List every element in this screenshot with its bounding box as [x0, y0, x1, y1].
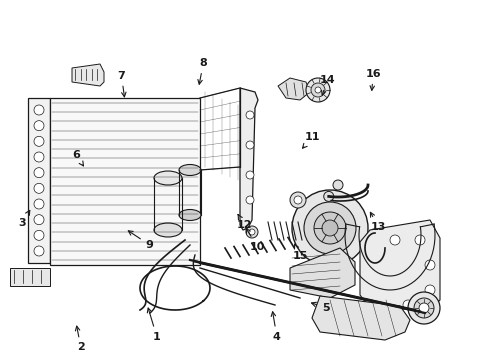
Bar [28, 98, 50, 263]
Text: 4: 4 [271, 312, 281, 342]
Circle shape [249, 229, 255, 235]
Circle shape [306, 78, 330, 102]
Circle shape [246, 141, 254, 149]
Circle shape [246, 196, 254, 204]
Bar [50, 98, 200, 265]
Text: 16: 16 [366, 69, 381, 90]
Circle shape [304, 202, 356, 254]
Circle shape [246, 171, 254, 179]
Ellipse shape [154, 223, 182, 237]
Polygon shape [278, 78, 310, 100]
Text: 13: 13 [370, 212, 386, 232]
Circle shape [415, 235, 425, 245]
Circle shape [414, 298, 434, 318]
Circle shape [311, 83, 325, 97]
Text: 12: 12 [236, 215, 252, 230]
Circle shape [390, 235, 400, 245]
Circle shape [425, 260, 435, 270]
Ellipse shape [179, 165, 201, 175]
Circle shape [34, 199, 44, 209]
Text: 8: 8 [198, 58, 207, 84]
Circle shape [34, 168, 44, 178]
Bar [10, 268, 50, 286]
Circle shape [34, 230, 44, 240]
Circle shape [34, 152, 44, 162]
Polygon shape [240, 88, 258, 230]
Ellipse shape [154, 171, 182, 185]
Text: 14: 14 [319, 75, 335, 95]
Circle shape [322, 220, 338, 236]
Circle shape [34, 183, 44, 193]
Ellipse shape [179, 210, 201, 220]
Circle shape [314, 212, 346, 244]
Circle shape [324, 192, 334, 201]
Polygon shape [312, 296, 410, 340]
Polygon shape [72, 64, 104, 86]
Circle shape [246, 226, 258, 238]
Text: 1: 1 [147, 308, 161, 342]
Circle shape [292, 190, 368, 266]
Circle shape [246, 111, 254, 119]
Text: 15: 15 [292, 244, 308, 261]
Text: 6: 6 [72, 150, 83, 166]
Circle shape [403, 300, 413, 310]
Circle shape [34, 215, 44, 225]
Text: 3: 3 [18, 211, 30, 228]
Circle shape [294, 196, 302, 204]
Text: 5: 5 [312, 302, 330, 313]
Text: 7: 7 [118, 71, 126, 97]
Circle shape [34, 121, 44, 131]
Polygon shape [290, 248, 355, 298]
Circle shape [290, 192, 306, 208]
Circle shape [34, 136, 44, 146]
Text: 9: 9 [128, 231, 153, 250]
Text: 11: 11 [302, 132, 320, 148]
Circle shape [34, 105, 44, 115]
Circle shape [419, 303, 429, 313]
Text: 10: 10 [246, 229, 265, 252]
Circle shape [315, 87, 321, 93]
Circle shape [408, 292, 440, 324]
Circle shape [34, 246, 44, 256]
Circle shape [425, 285, 435, 295]
Text: 2: 2 [75, 326, 85, 352]
Polygon shape [360, 220, 440, 310]
Circle shape [333, 180, 343, 190]
